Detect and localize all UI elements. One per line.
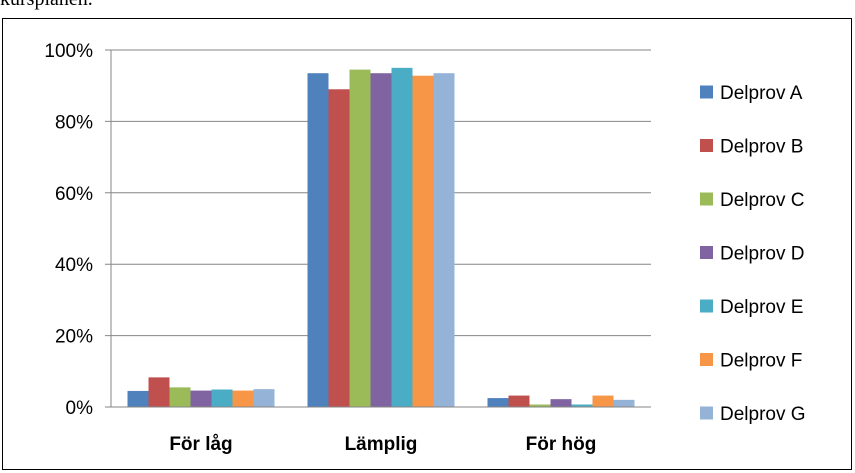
bar-delprov-b-1: [328, 89, 350, 408]
y-tick-label: 80%: [55, 112, 93, 133]
legend-label: Delprov G: [720, 404, 806, 425]
x-axis-category-labels: För låg Lämplig För hög: [169, 434, 596, 455]
legend-swatch: [700, 299, 713, 313]
legend-label: Delprov A: [720, 83, 803, 104]
bar-delprov-f-1: [412, 75, 434, 407]
bar-delprov-g-2: [613, 399, 635, 407]
legend-label: Delprov E: [720, 297, 803, 318]
bars: [105, 67, 651, 408]
legend-swatch: [700, 406, 713, 420]
page-top-text: kursplanen.: [0, 0, 93, 11]
bar-delprov-e-2: [571, 404, 593, 407]
bar-delprov-d-1: [370, 73, 392, 407]
bar-delprov-a-0: [127, 390, 149, 407]
bar-delprov-d-0: [190, 390, 212, 407]
y-tick-label: 100%: [44, 41, 93, 62]
y-tick-label: 20%: [55, 327, 93, 348]
bar-delprov-d-2: [550, 399, 572, 407]
bar-delprov-b-0: [148, 377, 170, 407]
legend-swatch: [700, 192, 713, 206]
legend-label: Delprov D: [720, 244, 804, 265]
bar-delprov-f-0: [232, 390, 254, 407]
legend-label: Delprov B: [720, 137, 803, 158]
bar-delprov-e-0: [211, 389, 233, 407]
y-axis-tick-labels: 0% 20% 40% 60% 80% 100%: [44, 41, 93, 419]
y-tick-label: 60%: [55, 184, 93, 205]
x-category-label: Lämplig: [345, 434, 418, 455]
bar-delprov-b-2: [508, 395, 530, 407]
x-category-label: För hög: [526, 434, 597, 455]
legend-swatch: [700, 85, 713, 99]
bar-delprov-g-0: [253, 389, 275, 407]
x-category-label: För låg: [169, 434, 232, 455]
legend: Delprov A Delprov B Delprov C Delprov D Delp…: [700, 83, 806, 425]
legend-label: Delprov F: [720, 351, 802, 372]
y-tick-label: 40%: [55, 255, 93, 276]
bar-delprov-e-1: [391, 67, 413, 407]
bar-delprov-c-1: [349, 69, 371, 407]
legend-swatch: [700, 353, 713, 366]
bar-delprov-a-2: [487, 398, 509, 407]
bar-delprov-c-0: [169, 387, 191, 407]
y-tick-label: 0%: [66, 398, 94, 419]
bar-delprov-g-1: [433, 73, 455, 407]
legend-label: Delprov C: [720, 190, 804, 211]
bar-delprov-a-1: [307, 73, 329, 407]
bar-delprov-f-2: [592, 395, 614, 407]
bar-delprov-c-2: [529, 404, 551, 407]
legend-swatch: [700, 246, 713, 259]
legend-swatch: [700, 139, 713, 152]
